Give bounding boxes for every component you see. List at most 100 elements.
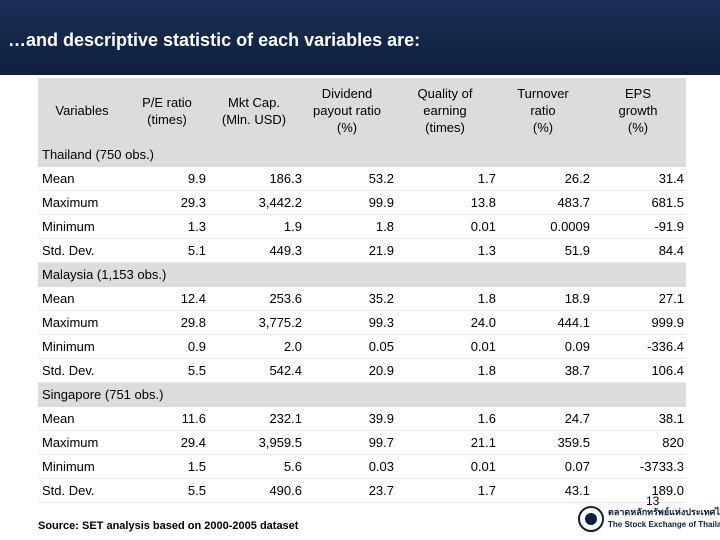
table-cell: 38.1 (658, 411, 684, 426)
table-row: Maximum 29.4 3,959.5 99.7 21.1 359.5 820 (38, 431, 686, 455)
table-cell: 483.7 (557, 195, 590, 210)
table-cell: 1.9 (283, 219, 302, 234)
table-cell: 1.7 (477, 171, 496, 186)
row-label: Maximum (42, 195, 99, 210)
table-row: Maximum 29.3 3,442.2 99.9 13.8 483.7 681.5 (38, 191, 686, 215)
table-cell: 3,442.2 (258, 195, 302, 210)
table-cell: 820 (662, 435, 684, 450)
logo-thai-text: ตลาดหลักทรัพย์แห่งประเทศไทย (608, 507, 720, 517)
table-cell: 43.1 (564, 483, 590, 498)
table-cell: 106.4 (651, 363, 684, 378)
row-label: Std. Dev. (42, 243, 95, 258)
table-cell: 449.3 (269, 243, 302, 258)
table-cell: 84.4 (658, 243, 684, 258)
row-label: Mean (42, 171, 75, 186)
table-cell: 5.5 (187, 483, 206, 498)
group-header-row: Singapore (751 obs.) (38, 383, 686, 407)
group-label: Thailand (750 obs.) (42, 147, 155, 162)
table-cell: 5.6 (283, 459, 302, 474)
table-cell: 51.9 (564, 243, 590, 258)
table-cell: 0.05 (368, 339, 394, 354)
table-cell: 1.7 (477, 483, 496, 498)
table-cell: -336.4 (647, 339, 684, 354)
table-cell: 5.5 (187, 363, 206, 378)
column-header: P/E ratio (times) (142, 94, 192, 127)
table-cell: 24.0 (470, 315, 496, 330)
logo-english-text: The Stock Exchange of Thailand (608, 520, 720, 529)
table-cell: 9.9 (187, 171, 206, 186)
row-label: Std. Dev. (42, 483, 95, 498)
table-cell: 0.07 (564, 459, 590, 474)
table-cell: 1.3 (187, 219, 206, 234)
table-cell: 99.3 (368, 315, 394, 330)
table-cell: 39.9 (368, 411, 394, 426)
table-cell: 359.5 (557, 435, 590, 450)
set-logo-icon (578, 506, 604, 532)
table-row: Minimum 1.3 1.9 1.8 0.01 0.0009 -91.9 (38, 215, 686, 239)
table-cell: 253.6 (269, 291, 302, 306)
table-row: Minimum 0.9 2.0 0.05 0.01 0.09 -336.4 (38, 335, 686, 359)
table-cell: 3,959.5 (258, 435, 302, 450)
table-cell: 24.7 (564, 411, 590, 426)
table-cell: 31.4 (658, 171, 684, 186)
table-cell: 29.4 (180, 435, 206, 450)
group-header-row: Malaysia (1,153 obs.) (38, 263, 686, 287)
table-cell: 999.9 (651, 315, 684, 330)
table-cell: 232.1 (269, 411, 302, 426)
table-row: Mean 11.6 232.1 39.9 1.6 24.7 38.1 (38, 407, 686, 431)
table-cell: 29.8 (180, 315, 206, 330)
table-row: Mean 9.9 186.3 53.2 1.7 26.2 31.4 (38, 167, 686, 191)
table-cell: 0.01 (470, 459, 496, 474)
group-header-row: Thailand (750 obs.) (38, 143, 686, 167)
table-cell: 1.8 (375, 219, 394, 234)
column-header: EPS growth (%) (618, 86, 658, 135)
source-note: Source: SET analysis based on 2000-2005 … (38, 520, 299, 532)
table-cell: 13.8 (470, 195, 496, 210)
table-cell: 0.01 (470, 339, 496, 354)
table-cell: 1.6 (477, 411, 496, 426)
table-cell: 5.1 (187, 243, 206, 258)
table-cell: 3,775.2 (258, 315, 302, 330)
table-cell: 0.09 (564, 339, 590, 354)
table-header-row: Variables P/E ratio (times) Mkt Cap. (Mln.… (38, 78, 686, 143)
table-cell: 490.6 (269, 483, 302, 498)
table-row: Minimum 1.5 5.6 0.03 0.01 0.07 -3733.3 (38, 455, 686, 479)
table-cell: 99.9 (368, 195, 394, 210)
table-cell: 542.4 (269, 363, 302, 378)
table-cell: 444.1 (557, 315, 590, 330)
table-cell: 21.9 (368, 243, 394, 258)
table-row: Std. Dev. 5.1 449.3 21.9 1.3 51.9 84.4 (38, 239, 686, 263)
row-label: Mean (42, 411, 75, 426)
row-label: Minimum (42, 219, 95, 234)
table-cell: 20.9 (368, 363, 394, 378)
title-bar: …and descriptive statistic of each varia… (0, 0, 720, 75)
statistics-table: Variables P/E ratio (times) Mkt Cap. (Mln.… (38, 78, 686, 503)
set-logo: ตลาดหลักทรัพย์แห่งประเทศไทย The Stock Ex… (578, 505, 720, 537)
group-label: Singapore (751 obs.) (42, 387, 164, 402)
row-label: Std. Dev. (42, 363, 95, 378)
table-row: Std. Dev. 5.5 490.6 23.7 1.7 43.1 189.0 (38, 479, 686, 503)
row-label: Maximum (42, 435, 99, 450)
table-cell: 27.1 (658, 291, 684, 306)
table-row: Std. Dev. 5.5 542.4 20.9 1.8 38.7 106.4 (38, 359, 686, 383)
row-label: Minimum (42, 459, 95, 474)
table-cell: -3733.3 (639, 459, 684, 474)
table-cell: 681.5 (651, 195, 684, 210)
table-row: Maximum 29.8 3,775.2 99.3 24.0 444.1 999.9 (38, 311, 686, 335)
table-cell: 11.6 (181, 411, 206, 426)
column-header: Quality of earning (times) (417, 86, 473, 135)
table-cell: 99.7 (368, 435, 394, 450)
table-cell: 2.0 (283, 339, 302, 354)
table-cell: 1.3 (477, 243, 496, 258)
table-cell: 0.03 (368, 459, 394, 474)
table-cell: 26.2 (564, 171, 590, 186)
table-cell: 186.3 (269, 171, 302, 186)
column-header: Mkt Cap. (Mln. USD) (221, 94, 287, 127)
table-cell: 0.0009 (550, 219, 590, 234)
table-cell: 38.7 (564, 363, 590, 378)
table-cell: -91.9 (654, 219, 684, 234)
page-number: 13 (646, 494, 660, 508)
table-cell: 0.9 (187, 339, 206, 354)
table-cell: 1.8 (477, 291, 496, 306)
table-cell: 53.2 (368, 171, 394, 186)
